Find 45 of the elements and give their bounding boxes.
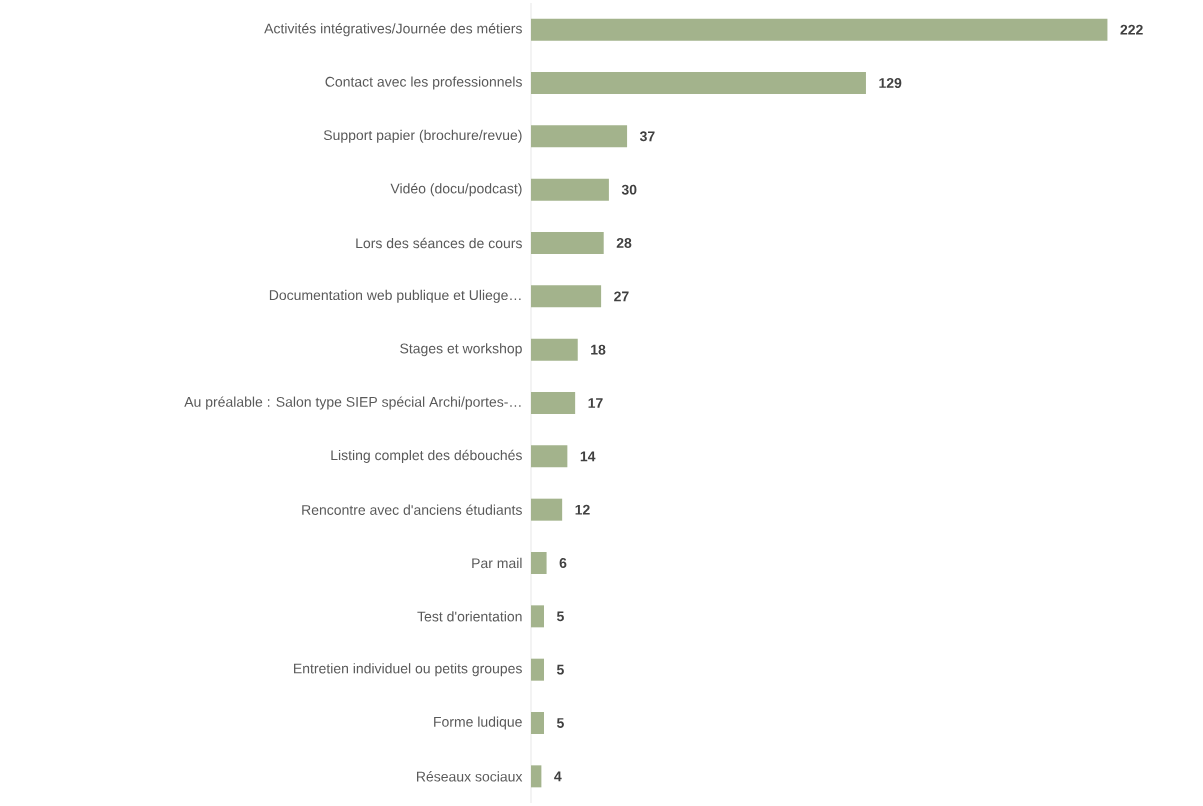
data-label: 37 xyxy=(639,131,655,142)
y-tick-label: Listing complet des débouchés xyxy=(331,449,522,463)
data-label: 27 xyxy=(614,291,629,302)
bar xyxy=(531,125,628,148)
data-label: 12 xyxy=(575,504,590,515)
data-label: 129 xyxy=(879,78,902,88)
data-label: 5 xyxy=(556,611,564,622)
bar xyxy=(531,498,563,521)
y-tick-label: Test d'orientation xyxy=(417,611,522,622)
y-tick-label: Au préalable : Salon type SIEP spécial Archi/portes-… xyxy=(184,396,521,410)
bar xyxy=(531,72,866,94)
data-label: 5 xyxy=(556,664,564,675)
data-label: 222 xyxy=(1120,24,1143,35)
bar xyxy=(531,18,1108,41)
bar xyxy=(531,605,544,628)
y-tick-label: Vidéo (docu/podcast) xyxy=(390,183,522,197)
bar xyxy=(531,552,547,575)
data-label: 18 xyxy=(591,344,606,355)
bar xyxy=(531,392,576,414)
bar xyxy=(531,712,544,735)
y-tick-label: Documentation web publique et Uliege… xyxy=(269,289,521,303)
y-tick-label: Entretien individuel ou petits groupes xyxy=(294,663,522,677)
y-tick-label: Réseaux sociaux xyxy=(417,771,523,782)
bar xyxy=(531,232,604,254)
y-tick-label: Support papier (brochure/revue) xyxy=(323,129,522,143)
y-tick-label: Rencontre avec d'anciens étudiants xyxy=(302,504,522,515)
data-label: 28 xyxy=(616,238,632,248)
bar xyxy=(531,338,578,361)
y-tick-label: Activités intégratives/Journée des métiers xyxy=(264,23,522,37)
data-label: 30 xyxy=(621,184,637,195)
y-tick-label: Contact avec les professionnels xyxy=(325,76,522,90)
y-tick-label: Lors des séances de cours xyxy=(356,237,522,249)
data-label: 17 xyxy=(588,398,603,408)
bar xyxy=(531,658,544,681)
bar xyxy=(531,178,609,201)
y-tick-label: Stages et workshop xyxy=(400,343,522,357)
data-label: 4 xyxy=(554,771,562,782)
bar xyxy=(531,765,542,788)
y-tick-label: Par mail xyxy=(472,557,522,569)
bar xyxy=(531,285,602,308)
data-label: 6 xyxy=(559,558,567,568)
y-tick-label: Forme ludique xyxy=(434,716,522,730)
bar xyxy=(531,445,568,468)
data-label: 14 xyxy=(580,451,596,462)
data-label: 5 xyxy=(556,718,564,728)
